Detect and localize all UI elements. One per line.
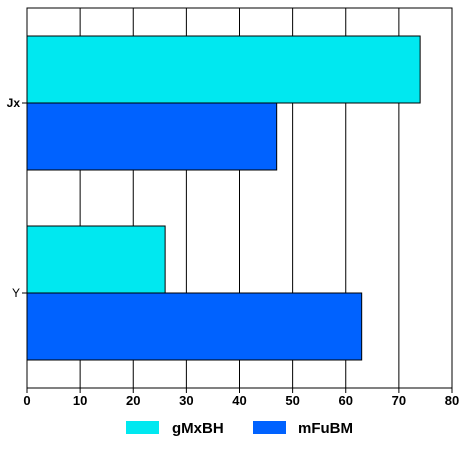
bars [27, 36, 420, 360]
bar-gMxBH-Y [27, 226, 165, 293]
x-axis-ticks: 0 10 20 30 40 50 60 70 80 [23, 388, 459, 408]
x-tick-label-40: 40 [232, 393, 246, 408]
legend-label-gMxBH: gMxBH [172, 420, 224, 437]
legend: gMxBH mFuBM [126, 420, 353, 437]
bar-gMxBH-Jx [27, 36, 420, 103]
x-tick-label-0: 0 [23, 393, 30, 408]
x-tick-label-80: 80 [445, 393, 459, 408]
x-tick-label-70: 70 [392, 393, 406, 408]
x-tick-label-60: 60 [339, 393, 353, 408]
x-tick-label-50: 50 [285, 393, 299, 408]
bar-mFuBM-Jx [27, 103, 277, 170]
legend-swatch-mFuBM [253, 421, 286, 434]
x-tick-label-20: 20 [126, 393, 140, 408]
legend-label-mFuBM: mFuBM [298, 420, 353, 437]
x-tick-label-10: 10 [73, 393, 87, 408]
x-tick-label-30: 30 [179, 393, 193, 408]
y-axis-ticks: Jx Y [7, 96, 27, 300]
y-tick-label-0: Jx [7, 96, 21, 110]
bar-mFuBM-Y [27, 293, 362, 360]
legend-swatch-gMxBH [126, 421, 159, 434]
y-tick-label-1: Y [12, 286, 20, 300]
